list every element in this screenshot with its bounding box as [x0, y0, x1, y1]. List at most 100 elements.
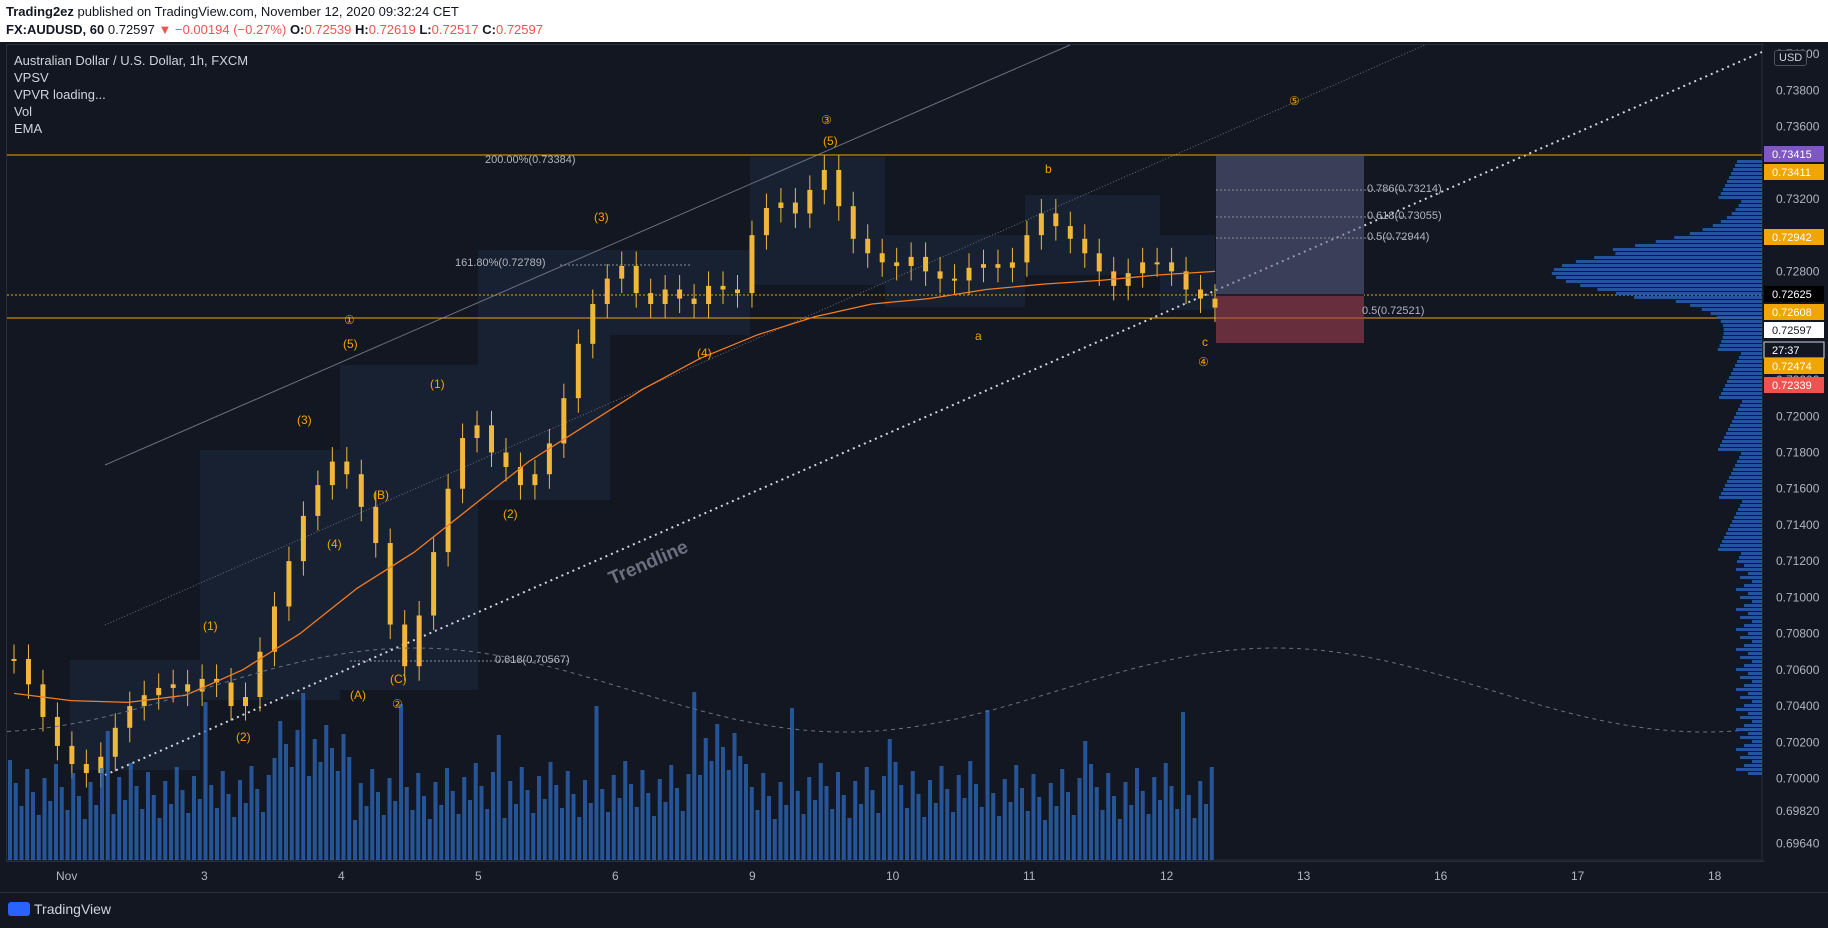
candle-body	[821, 169, 827, 190]
legend-vpvr[interactable]: VPVR loading...	[14, 87, 106, 102]
candle-body	[633, 265, 639, 294]
vpvr-row	[1737, 560, 1762, 563]
wave-label: (C)	[390, 672, 407, 686]
x-tick-label: 3	[201, 869, 208, 883]
vpvr-row	[1736, 160, 1762, 163]
volume-bar	[548, 762, 553, 860]
vpvr-row	[1740, 404, 1762, 407]
candle-body	[98, 756, 104, 774]
legend-title[interactable]: Australian Dollar / U.S. Dollar, 1h, FXC…	[14, 53, 249, 68]
vpvr-row	[1752, 740, 1762, 743]
low-label: L:	[419, 22, 432, 37]
vpvr-row	[1720, 544, 1762, 547]
volume-bar	[1158, 800, 1162, 860]
session-profile-box	[70, 660, 200, 770]
volume-bar	[105, 731, 110, 860]
volume-bar	[450, 791, 455, 860]
vpvr-row	[1726, 380, 1762, 383]
vpvr-row	[1716, 316, 1762, 319]
open-value: 0.72539	[304, 22, 352, 37]
volume-bar	[1135, 768, 1139, 860]
volume-bar	[226, 794, 231, 860]
vpvr-row	[1744, 704, 1762, 707]
volume-bar	[726, 770, 731, 860]
volume-bar	[88, 782, 93, 860]
volume-bar	[634, 807, 639, 860]
volume-bar	[1089, 764, 1093, 860]
currency-button[interactable]: USD	[1774, 50, 1808, 66]
volume-bar	[479, 786, 484, 860]
candle-body	[575, 343, 581, 399]
vpvr-row	[1615, 252, 1762, 255]
volume-bar	[531, 813, 536, 860]
volume-bar	[307, 776, 311, 860]
vpvr-row	[1736, 608, 1762, 611]
volume-bar	[514, 804, 518, 860]
level-label: 200.00%(0.73384)	[485, 154, 576, 166]
price-axis-label	[1764, 146, 1824, 162]
volume-bar	[25, 769, 30, 860]
volume-bar	[979, 807, 984, 860]
x-tick-label: 12	[1160, 869, 1174, 883]
candle-body	[749, 235, 755, 294]
volume-bar	[1048, 783, 1053, 860]
candle-body	[763, 208, 769, 236]
volume-bar	[462, 777, 467, 860]
volume-bar	[427, 819, 432, 860]
volume-bar	[341, 734, 346, 860]
tradingview-logo[interactable]: TradingView	[8, 901, 111, 917]
vpvr-row	[1720, 444, 1762, 447]
volume-bar	[830, 809, 835, 860]
candle-body	[460, 438, 466, 489]
publisher-name[interactable]: Trading2ez	[6, 4, 74, 19]
legend-vpsv[interactable]: VPSV	[14, 70, 49, 85]
volume-bar	[686, 774, 691, 860]
wave-label: (B)	[373, 488, 389, 502]
ema-line	[13, 270, 1216, 704]
volume-bar	[13, 783, 18, 860]
volume-bar	[151, 795, 156, 860]
vpvr-row	[1718, 448, 1762, 451]
volume-bar	[255, 789, 260, 860]
x-tick-label: 6	[612, 869, 619, 883]
vpvr-row	[1752, 760, 1762, 763]
candle-body	[648, 293, 654, 304]
vpvr-row	[1744, 584, 1762, 587]
vpvr-row	[1736, 768, 1762, 771]
price-chart[interactable]: 0.740000.738000.736000.732000.730000.728…	[0, 0, 1828, 892]
vpvr-row	[1562, 264, 1762, 267]
volume-bar	[376, 792, 380, 860]
volume-bar	[54, 764, 58, 860]
vpvr-row	[1718, 196, 1762, 199]
legend-vol[interactable]: Vol	[14, 104, 33, 119]
vpvr-row	[1702, 228, 1762, 231]
candle-body	[373, 506, 379, 544]
vpvr-row	[1752, 720, 1762, 723]
volume-bar	[163, 781, 168, 860]
candle-body	[734, 289, 740, 294]
candle-body	[1009, 262, 1015, 268]
vpvr-row	[1740, 636, 1762, 639]
volume-bar	[847, 818, 852, 860]
y-tick-label: 0.73200	[1776, 192, 1820, 206]
legend-ema[interactable]: EMA	[14, 121, 43, 136]
vpvr-row	[1744, 664, 1762, 667]
volume-bar	[456, 814, 461, 860]
volume-bar	[928, 780, 932, 860]
volume-bar	[703, 738, 708, 860]
vpvr-row	[1728, 176, 1762, 179]
vpvr-row	[1731, 212, 1762, 215]
vpvr-row	[1748, 732, 1762, 735]
volume-bar	[48, 801, 53, 860]
candle-body	[416, 615, 422, 667]
vpvr-row	[1748, 692, 1762, 695]
volume-bar	[583, 780, 587, 860]
candle-body	[1169, 262, 1175, 272]
volume-bar	[772, 819, 777, 860]
candle-body	[1038, 213, 1044, 236]
vpvr-row	[1712, 224, 1762, 227]
x-tick-label: 13	[1297, 869, 1311, 883]
wave-label: (A)	[350, 688, 366, 702]
volume-bar	[887, 739, 892, 860]
volume-bar	[577, 817, 582, 860]
